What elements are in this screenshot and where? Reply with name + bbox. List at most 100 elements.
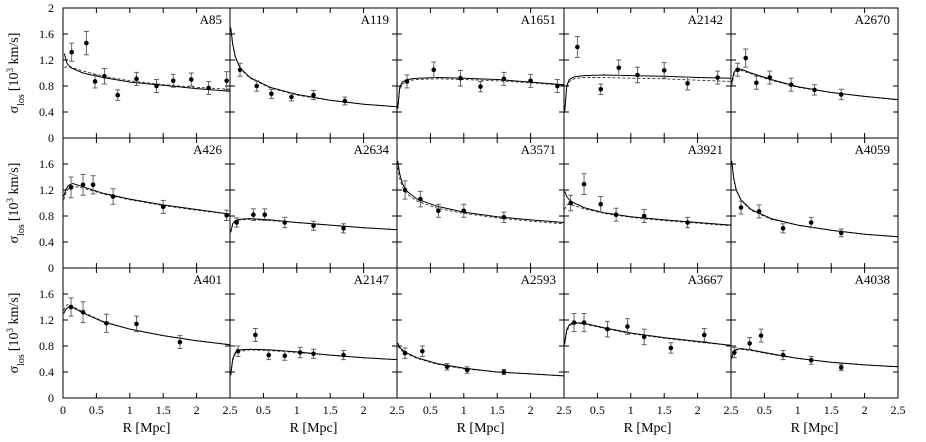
y-axis-title: σlos [103 km/s] — [5, 33, 27, 114]
panel-frame — [229, 7, 398, 139]
model-dashed-line — [397, 78, 564, 109]
model-dashed-line — [731, 348, 898, 368]
model-dashed-line — [63, 303, 230, 346]
panel-a2593: A2593 — [396, 267, 565, 399]
data-point — [685, 81, 690, 86]
data-point — [254, 83, 260, 89]
x-tick-label: 1 — [795, 403, 801, 417]
y-axis-title-units: [10 — [7, 73, 22, 92]
data-point — [464, 367, 470, 373]
data-point — [575, 44, 580, 50]
y-tick-label: 0.4 — [39, 235, 54, 249]
data-point — [641, 334, 647, 340]
y-axis-title-sub: los — [16, 224, 27, 236]
panel-label: A2147 — [354, 272, 390, 287]
data-point — [812, 87, 817, 93]
data-point — [732, 350, 737, 355]
panel-label: A401 — [193, 272, 222, 287]
data-point — [501, 369, 507, 375]
x-tick-label: 1.5 — [657, 403, 672, 417]
data-point — [598, 202, 604, 207]
data-point — [237, 67, 243, 73]
data-point — [420, 348, 425, 354]
x-axis-labels: 0 0.5 1 1.5 2 2.5 R [Mpc] 0.5 1 1.5 2 2.5 R [Mpc] 0.5… — [60, 403, 906, 436]
x-axis-title: R [Mpc] — [791, 421, 839, 436]
data-point — [154, 83, 159, 89]
panel-frame — [229, 137, 398, 269]
data-point — [501, 76, 507, 82]
data-point — [668, 345, 674, 351]
panel-a401: A401 — [62, 267, 231, 399]
data-point — [581, 320, 587, 325]
data-point — [104, 320, 109, 326]
panel-grid: A85 A119 A1651 A2142 A2670 A426 A2634 A3571 A392… — [62, 7, 899, 399]
x-tick-label: 1.5 — [156, 403, 171, 417]
model-solid-line — [731, 348, 898, 368]
y-tick-label: 1.2 — [39, 183, 54, 197]
model-dashed-line — [564, 322, 731, 346]
panel-label: A1651 — [521, 12, 556, 27]
data-point — [788, 82, 794, 87]
data-point — [754, 80, 759, 86]
data-point — [134, 76, 139, 82]
data-point — [756, 209, 762, 214]
data-point — [838, 92, 844, 97]
data-point — [341, 352, 346, 358]
x-tick-label: 1 — [294, 403, 300, 417]
data-point — [767, 75, 773, 80]
y-tick-label: 0.4 — [39, 365, 54, 379]
x-tick-label: 2 — [528, 403, 534, 417]
data-point — [838, 230, 844, 236]
y-axis-title-sub: los — [16, 94, 27, 106]
panel-a4038: A4038 — [730, 267, 899, 399]
model-solid-line — [397, 342, 564, 377]
y-tick-label: 0.4 — [39, 105, 54, 119]
y-axis-title-exp: 3 — [5, 198, 15, 203]
data-point — [341, 226, 346, 231]
data-point — [431, 67, 437, 73]
data-point — [289, 94, 294, 100]
x-tick-label: 1.5 — [323, 403, 338, 417]
panel-frame — [730, 7, 899, 139]
data-point — [188, 77, 194, 82]
y-axis-title: σlos [103 km/s] — [5, 293, 27, 374]
x-tick-label: 0.5 — [757, 403, 772, 417]
y-tick-label: 0 — [48, 131, 54, 145]
data-point — [251, 212, 256, 217]
panel-a3921: A3921 — [563, 137, 732, 269]
data-point — [598, 86, 604, 92]
data-point — [68, 304, 74, 310]
data-point — [402, 187, 408, 193]
data-point — [758, 333, 764, 338]
data-point — [478, 84, 483, 89]
data-point — [715, 75, 720, 80]
panel-a3571: A3571 — [396, 137, 565, 269]
y-axis-title-sub: los — [16, 354, 27, 366]
y-tick-label: 0 — [48, 391, 54, 405]
data-point — [90, 182, 96, 188]
panel-label: A2593 — [521, 272, 556, 287]
data-point — [134, 321, 139, 327]
data-point — [808, 220, 814, 225]
x-tick-label: 2.5 — [223, 403, 238, 417]
x-tick-label: 0.5 — [590, 403, 605, 417]
y-tick-label: 1.6 — [39, 157, 54, 171]
panel-frame — [563, 137, 732, 269]
x-tick-label: 2.5 — [557, 403, 572, 417]
panel-frame — [396, 267, 565, 399]
y-axis-title-exp: 3 — [5, 68, 15, 73]
data-point — [780, 352, 786, 358]
data-point — [177, 339, 183, 345]
data-point — [625, 324, 630, 329]
model-dashed-line — [397, 167, 564, 225]
data-point — [311, 92, 316, 98]
data-point — [224, 78, 229, 84]
panel-label: A2634 — [354, 142, 390, 157]
x-axis-title: R [Mpc] — [457, 421, 505, 436]
data-point — [115, 92, 121, 98]
x-tick-label: 2 — [361, 403, 367, 417]
panel-a2634: A2634 — [229, 137, 398, 269]
y-tick-label: 1.6 — [39, 27, 54, 41]
model-solid-line — [230, 27, 397, 108]
model-solid-line — [230, 218, 397, 233]
